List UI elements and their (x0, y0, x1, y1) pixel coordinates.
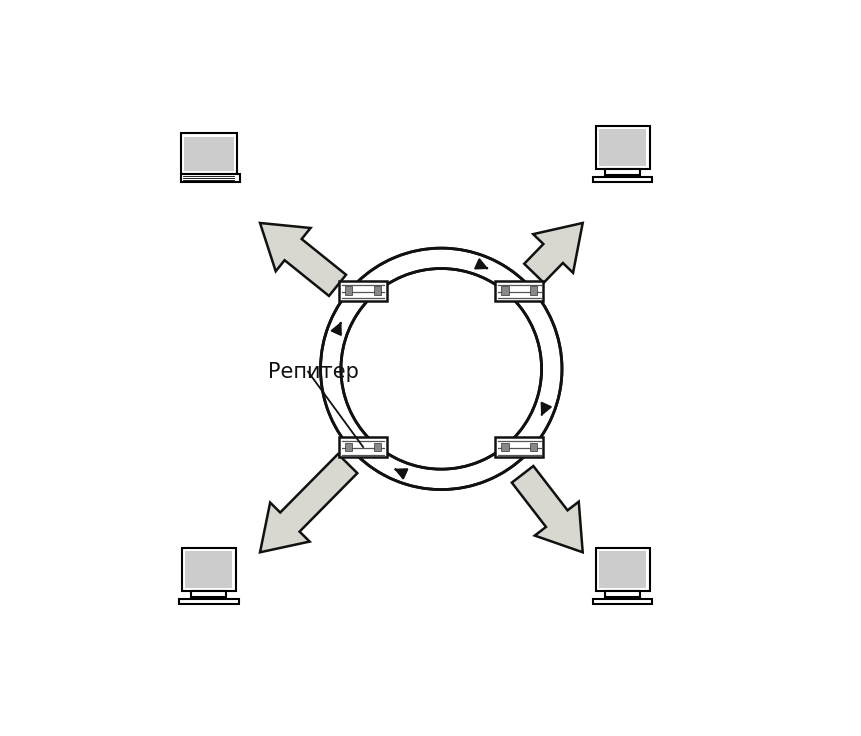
Bar (345, 286, 352, 295)
Polygon shape (260, 454, 357, 552)
Bar (179, 599, 238, 604)
Bar (530, 442, 537, 451)
Bar (184, 137, 234, 171)
Bar (181, 133, 237, 174)
Bar (605, 591, 640, 597)
Bar (345, 442, 352, 451)
Bar (191, 591, 226, 597)
Bar (593, 177, 653, 182)
Bar (181, 174, 240, 182)
Bar (599, 130, 646, 166)
Bar (501, 286, 509, 295)
Polygon shape (524, 223, 583, 283)
Bar (593, 599, 653, 604)
Polygon shape (511, 466, 583, 552)
Bar (605, 169, 640, 175)
Bar (495, 281, 543, 300)
Bar (530, 286, 537, 295)
Bar (374, 442, 381, 451)
Bar (599, 551, 646, 588)
Bar (339, 281, 387, 300)
Bar (501, 442, 509, 451)
Bar (495, 437, 543, 457)
Bar (374, 286, 381, 295)
Bar (339, 437, 387, 457)
Text: Репитер: Репитер (269, 361, 359, 382)
Polygon shape (260, 223, 346, 296)
Bar (596, 126, 649, 169)
Bar (596, 548, 649, 591)
Bar (182, 548, 236, 591)
Bar (185, 551, 232, 588)
